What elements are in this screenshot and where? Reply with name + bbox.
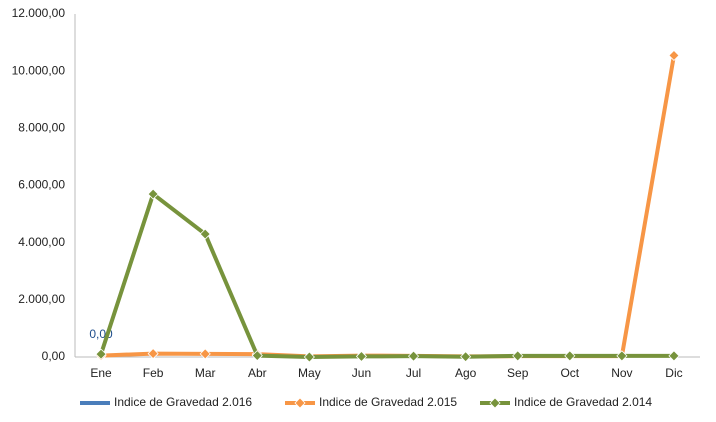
x-tick-label: Abr — [248, 366, 267, 380]
y-tick-label: 8.000,00 — [18, 121, 65, 135]
y-tick-label: 6.000,00 — [18, 178, 65, 192]
marker — [512, 350, 524, 362]
marker — [251, 350, 263, 362]
y-tick-label: 4.000,00 — [18, 235, 65, 249]
marker — [668, 350, 680, 362]
x-tick-label: Mar — [195, 366, 216, 380]
x-tick-label: Feb — [143, 366, 164, 380]
marker — [147, 348, 159, 360]
marker — [355, 350, 368, 362]
legend-label: Indice de Gravedad 2.016 — [114, 395, 252, 409]
legend-marker — [294, 397, 306, 409]
marker — [407, 350, 420, 362]
x-tick-label: Oct — [560, 366, 579, 380]
marker — [564, 350, 576, 362]
x-tick-label: Ene — [90, 366, 112, 380]
marker — [460, 351, 472, 363]
marker — [199, 348, 211, 360]
marker — [95, 348, 107, 360]
legend-label: Indice de Gravedad 2.014 — [514, 395, 652, 409]
legend-marker — [489, 397, 501, 409]
y-tick-label: 12.000,00 — [12, 6, 66, 20]
marker — [199, 228, 211, 240]
x-tick-label: Sep — [507, 366, 529, 380]
marker — [303, 351, 315, 363]
x-tick-label: Nov — [611, 366, 632, 380]
y-tick-label: 0,00 — [42, 349, 66, 363]
marker — [147, 188, 159, 200]
marker — [668, 49, 680, 62]
x-tick-label: Dic — [665, 366, 682, 380]
x-tick-label: May — [298, 366, 321, 380]
legend-label: Indice de Gravedad 2.015 — [319, 395, 457, 409]
x-tick-label: Jun — [352, 366, 371, 380]
marker — [616, 350, 628, 362]
y-tick-label: 2.000,00 — [18, 292, 65, 306]
x-tick-label: Jul — [406, 366, 421, 380]
series-line — [99, 192, 674, 359]
y-tick-label: 10.000,00 — [12, 63, 66, 77]
x-tick-label: Ago — [455, 366, 477, 380]
